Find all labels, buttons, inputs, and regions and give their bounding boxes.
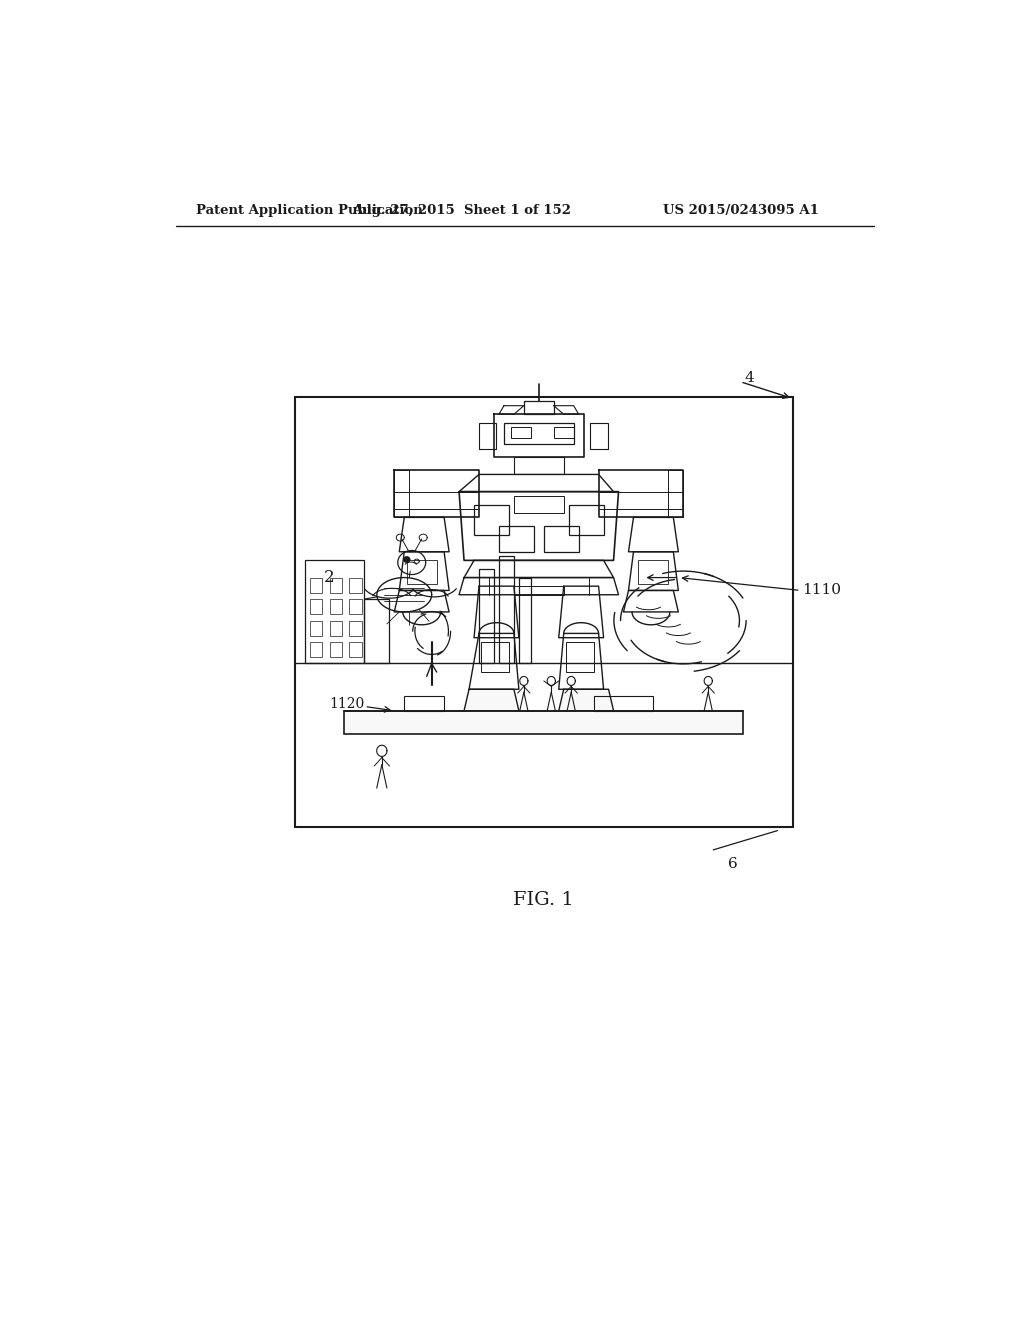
Bar — [590, 422, 607, 449]
Bar — [309, 620, 322, 635]
Bar — [349, 620, 361, 635]
Bar — [330, 578, 342, 593]
Bar — [479, 569, 494, 664]
Text: Patent Application Publication: Patent Application Publication — [197, 205, 423, 218]
Bar — [349, 642, 361, 657]
Bar — [504, 422, 573, 445]
Bar — [330, 620, 342, 635]
Text: Aug. 27, 2015  Sheet 1 of 152: Aug. 27, 2015 Sheet 1 of 152 — [352, 205, 570, 218]
Bar — [309, 642, 322, 657]
Bar — [349, 578, 361, 593]
Bar — [499, 525, 534, 552]
Text: 1110: 1110 — [802, 583, 842, 598]
Bar — [568, 504, 603, 535]
Text: 1120: 1120 — [330, 697, 365, 711]
Bar — [344, 710, 743, 734]
Bar — [514, 457, 564, 474]
Bar — [330, 642, 342, 657]
Polygon shape — [403, 557, 410, 562]
Text: 2: 2 — [324, 569, 335, 586]
Bar — [365, 599, 389, 664]
Bar — [295, 397, 793, 826]
Bar — [519, 578, 531, 664]
Bar — [309, 578, 322, 593]
Bar — [404, 696, 444, 710]
Bar — [474, 504, 509, 535]
Bar — [330, 599, 342, 614]
Bar — [309, 599, 322, 614]
Bar — [544, 525, 579, 552]
Text: US 2015/0243095 A1: US 2015/0243095 A1 — [663, 205, 818, 218]
Text: FIG. 1: FIG. 1 — [513, 891, 574, 909]
Bar — [499, 556, 514, 664]
Polygon shape — [464, 689, 519, 710]
Bar — [304, 561, 365, 664]
Bar — [566, 642, 594, 672]
Bar — [481, 642, 509, 672]
Polygon shape — [559, 689, 613, 710]
Bar — [514, 496, 564, 513]
Bar — [511, 428, 531, 438]
Text: 4: 4 — [744, 371, 754, 385]
Bar — [407, 561, 436, 583]
Bar — [349, 599, 361, 614]
Bar — [639, 561, 669, 583]
Text: 6: 6 — [728, 857, 738, 871]
Bar — [594, 696, 653, 710]
Bar — [479, 422, 497, 449]
Bar — [554, 428, 573, 438]
